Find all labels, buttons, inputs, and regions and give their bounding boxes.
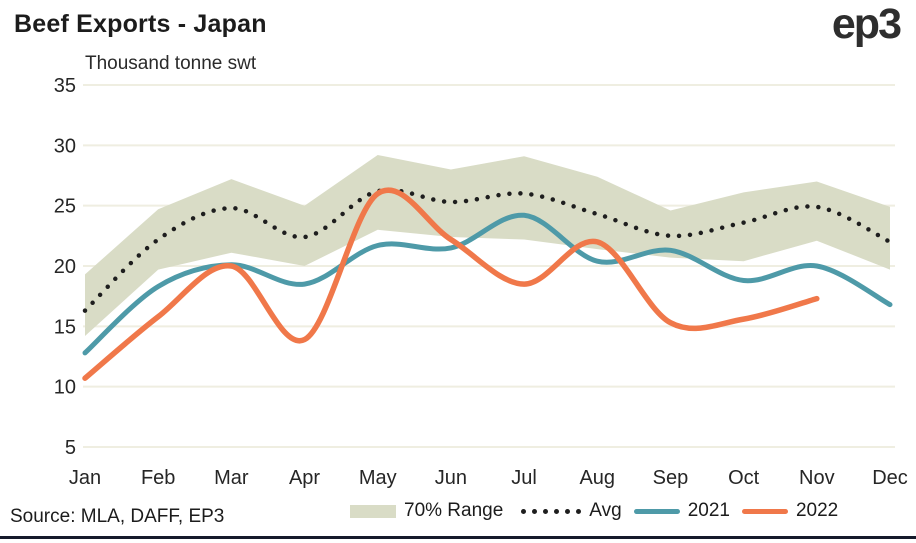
x-tick-label: Oct (728, 467, 760, 489)
legend-avg-label: Avg (589, 500, 622, 521)
x-tick-label: Jul (511, 467, 537, 489)
legend-2022-swatch-icon (741, 508, 788, 514)
x-tick-label: Aug (579, 467, 615, 489)
page-title: Beef Exports - Japan (14, 10, 267, 38)
legend-2022-label: 2022 (795, 500, 839, 521)
x-tick-label: Sep (653, 467, 689, 489)
source-note: Source: MLA, DAFF, EP3 (10, 506, 225, 527)
y-tick-label: 10 (54, 377, 76, 399)
x-tick-label: May (359, 467, 397, 489)
x-tick-label: Feb (141, 467, 175, 489)
legend-range-swatch-icon (350, 504, 396, 518)
series-2022-line (82, 187, 820, 381)
y-tick-label: 5 (65, 437, 76, 459)
x-tick-label: Jan (69, 467, 101, 489)
legend-2021-swatch-icon (633, 508, 680, 514)
y-tick-label: 35 (54, 75, 76, 97)
legend-avg-dots-icon (521, 508, 582, 514)
y-tick-label: 25 (54, 196, 76, 218)
x-tick-label: Mar (214, 467, 249, 489)
legend-range-label: 70% Range (404, 500, 504, 521)
range-band (85, 155, 890, 336)
chart-subtitle: Thousand tonne swt (85, 53, 257, 74)
y-tick-label: 15 (54, 316, 76, 338)
y-tick-label: 20 (54, 256, 76, 278)
x-tick-label: Dec (872, 467, 908, 489)
legend-2021-label: 2021 (687, 500, 730, 521)
y-tick-label: 30 (54, 135, 76, 157)
bottom-accent-bar (0, 536, 916, 539)
x-tick-label: Nov (799, 467, 835, 489)
x-tick-label: Apr (289, 467, 320, 489)
x-tick-label: Jun (435, 467, 467, 489)
chart-legend: 70% Range Avg 2021 2022 (350, 497, 842, 525)
ep3-logo: ep3 (831, 0, 902, 48)
